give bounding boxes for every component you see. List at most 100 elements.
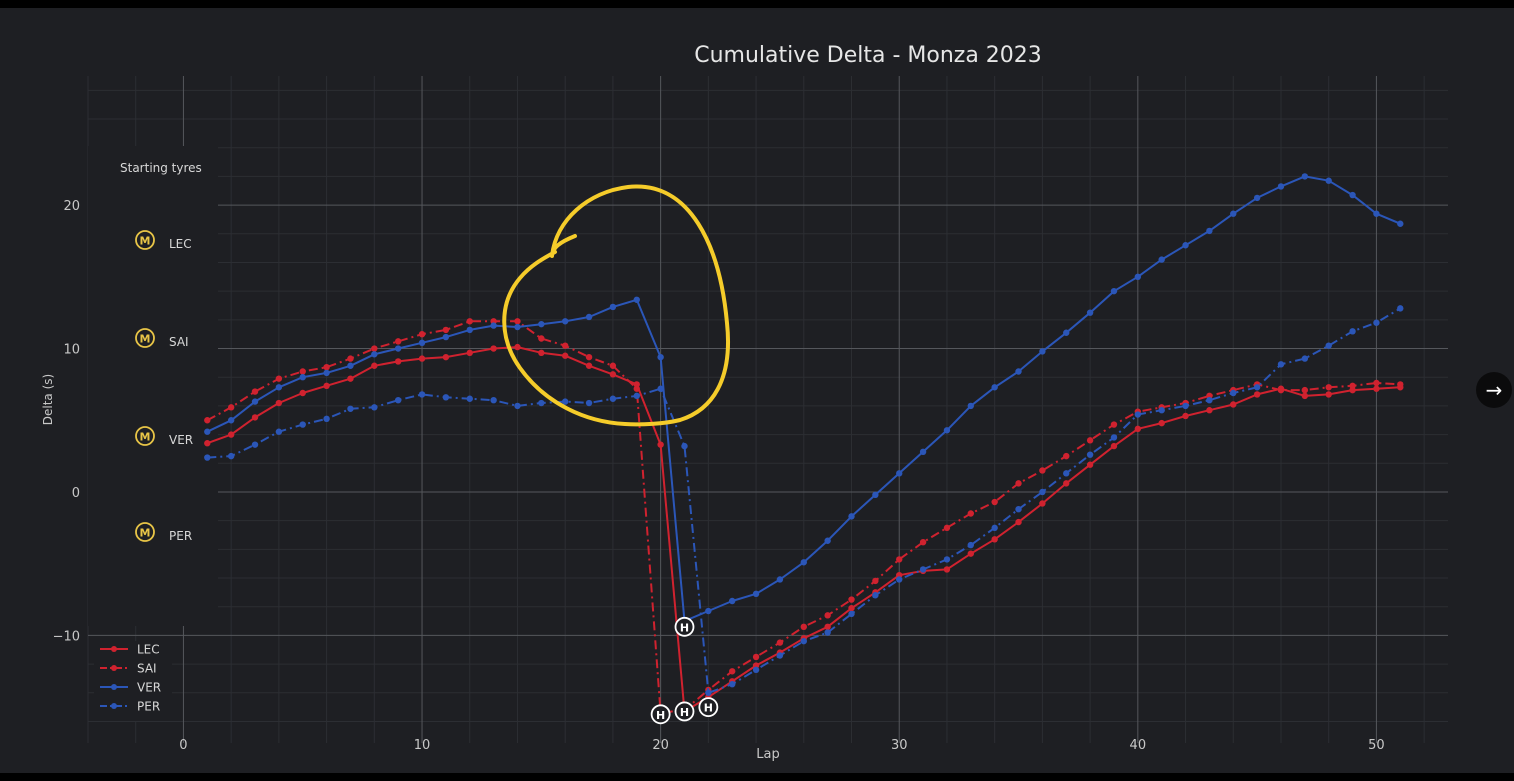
data-point-sai	[1301, 386, 1309, 394]
data-point-ver	[323, 369, 330, 377]
legend-label-per: PER	[137, 700, 160, 714]
data-point-lec	[204, 440, 211, 447]
chart-frame: 0 10 20 30 40 50 −10 0 10 20 Lap Delta (s) Cumulativ…	[0, 8, 1514, 773]
data-point-per	[681, 442, 688, 450]
data-point-ver	[1015, 368, 1022, 375]
data-point-lec	[1206, 407, 1213, 414]
data-point-sai	[371, 345, 378, 352]
data-point-lec	[848, 604, 855, 612]
data-point-sai	[466, 318, 473, 325]
data-point-ver	[1039, 348, 1046, 355]
y-axis-label: Delta (s)	[41, 374, 55, 425]
data-point-lec	[991, 536, 998, 543]
data-point-per	[275, 428, 283, 435]
data-point-ver	[538, 320, 545, 328]
data-point-ver	[991, 384, 998, 391]
hard-tyre-icon	[674, 616, 695, 637]
starting-tyres-panel	[88, 146, 218, 626]
y-tick-label: −10	[53, 629, 80, 644]
tyre-compound-label: M	[140, 235, 151, 248]
data-point-ver	[299, 374, 306, 381]
data-point-lec	[442, 353, 450, 361]
data-point-lec	[347, 375, 354, 382]
data-point-sai	[442, 326, 450, 334]
x-tick-label: 30	[891, 738, 908, 753]
next-button[interactable]: →	[1476, 372, 1512, 408]
data-point-ver	[1182, 242, 1189, 249]
data-point-per	[299, 421, 306, 428]
data-point-sai	[824, 612, 831, 619]
data-point-ver	[1134, 273, 1142, 281]
data-point-per	[1039, 488, 1046, 496]
data-point-sai	[299, 368, 306, 375]
tyre-compound-label: M	[140, 431, 151, 444]
data-point-per	[1349, 328, 1356, 335]
data-point-ver	[514, 323, 521, 331]
data-point-sai	[394, 338, 402, 345]
data-point-lec	[299, 389, 306, 397]
data-point-lec	[1230, 401, 1237, 408]
data-point-ver	[585, 313, 593, 321]
data-point-per	[1397, 305, 1404, 312]
data-point-per	[442, 394, 450, 401]
data-point-lec	[1039, 500, 1046, 507]
data-point-sai	[729, 668, 736, 675]
data-point-per	[1301, 355, 1309, 362]
data-point-sai	[633, 385, 640, 392]
data-point-ver	[776, 576, 784, 583]
data-point-sai	[323, 363, 330, 371]
data-point-per	[1253, 384, 1261, 391]
starting-tyres-heading: Starting tyres	[120, 161, 202, 175]
data-point-per	[1063, 470, 1070, 477]
tyre-compound-label: M	[140, 527, 151, 540]
data-point-ver	[442, 333, 450, 341]
data-point-lec	[1134, 425, 1142, 433]
data-point-sai	[1349, 382, 1356, 390]
starting-tyre-driver-label: LEC	[169, 237, 192, 251]
data-point-per	[800, 637, 807, 645]
data-point-sai	[967, 510, 975, 517]
data-point-sai	[1039, 467, 1046, 474]
data-point-ver	[896, 470, 903, 477]
data-point-per	[705, 689, 712, 696]
data-point-sai	[1015, 480, 1022, 487]
data-point-ver	[371, 351, 378, 358]
starting-tyre-driver-label: SAI	[169, 335, 189, 349]
data-point-lec	[418, 355, 426, 362]
data-point-per	[323, 415, 330, 423]
data-point-ver	[633, 296, 640, 303]
data-point-per	[418, 391, 426, 398]
data-point-per	[848, 610, 855, 618]
legend-marker-ver	[111, 684, 117, 690]
data-point-ver	[1110, 287, 1118, 295]
data-point-sai	[872, 577, 879, 585]
starting-tyre-driver-label: PER	[169, 529, 192, 543]
data-point-lec	[275, 399, 283, 407]
series-line-per	[207, 307, 1401, 694]
data-point-per	[1182, 402, 1189, 410]
legend-marker-lec	[111, 646, 117, 652]
data-point-ver	[752, 590, 760, 598]
data-point-lec	[1015, 518, 1022, 526]
data-point-sai	[347, 355, 354, 362]
data-point-per	[824, 629, 831, 636]
data-point-ver	[1301, 173, 1309, 180]
medium-tyre-icon	[135, 426, 155, 446]
data-point-per	[466, 395, 473, 402]
data-point-per	[633, 392, 640, 400]
x-tick-label: 0	[179, 738, 187, 753]
pit-marker-label: H	[680, 706, 689, 719]
data-point-per	[943, 556, 951, 563]
tyre-compound-label: M	[140, 333, 151, 346]
data-point-per	[1086, 451, 1094, 458]
x-tick-label: 20	[652, 738, 669, 753]
data-point-lec	[824, 623, 831, 631]
data-point-lec	[490, 345, 497, 352]
hard-tyre-icon	[650, 704, 671, 725]
data-point-sai	[1325, 384, 1332, 391]
data-point-sai	[896, 556, 903, 563]
data-point-ver	[275, 384, 283, 391]
data-point-per	[251, 441, 259, 448]
data-point-lec	[561, 352, 569, 359]
data-point-sai	[752, 653, 760, 661]
